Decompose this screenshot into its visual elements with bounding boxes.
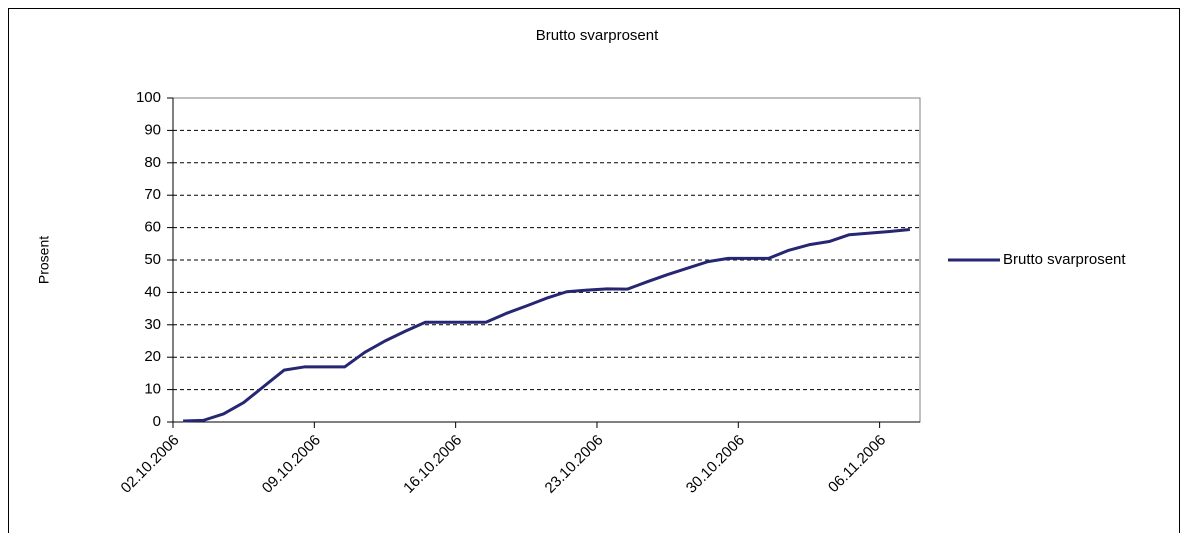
y-tick-label: 50 xyxy=(144,251,161,268)
y-tick-label: 60 xyxy=(144,219,161,236)
legend-label: Brutto svarprosent xyxy=(1003,251,1126,268)
x-tick-label: 02.10.2006 xyxy=(118,432,183,497)
x-tick-label: 30.10.2006 xyxy=(683,432,748,497)
line-series xyxy=(183,228,911,423)
chart-title: Brutto svarprosent xyxy=(536,27,659,44)
y-tick-label: 20 xyxy=(144,348,161,365)
y-axis-label: Prosent xyxy=(36,236,52,284)
y-tick-label: 70 xyxy=(144,186,161,203)
y-tick-label: 100 xyxy=(136,89,161,106)
x-tick-label: 23.10.2006 xyxy=(541,432,606,497)
y-tick-label: 10 xyxy=(144,381,161,398)
x-tick-label: 09.10.2006 xyxy=(259,432,324,497)
x-tick-label: 16.10.2006 xyxy=(400,432,465,497)
x-tick-label: 06.11.2006 xyxy=(825,432,889,496)
y-tick-label: 90 xyxy=(144,121,161,138)
y-tick-label: 40 xyxy=(144,283,161,300)
y-tick-label: 30 xyxy=(144,316,161,333)
y-tick-label: 0 xyxy=(153,413,161,430)
y-tick-label: 80 xyxy=(144,154,161,171)
chart-border xyxy=(8,8,1180,538)
